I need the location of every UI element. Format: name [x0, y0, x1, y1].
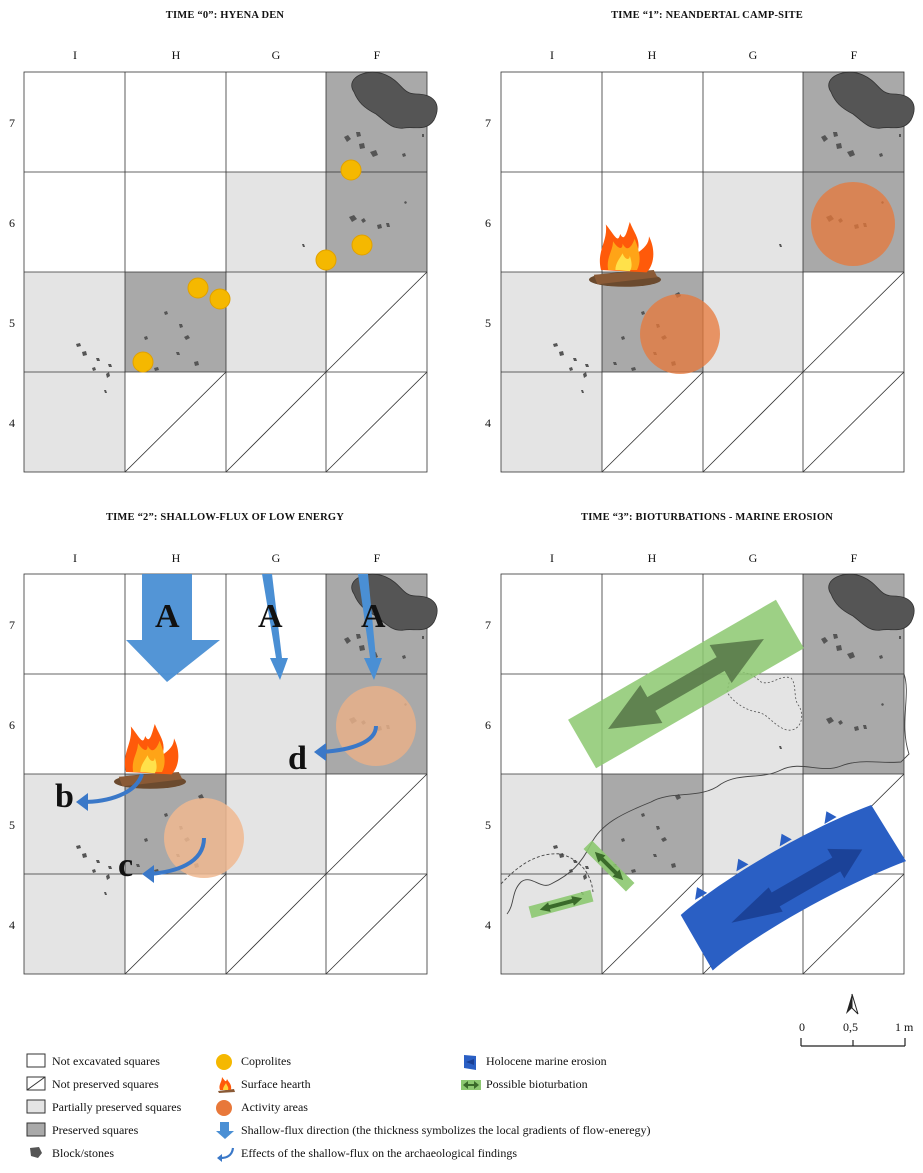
- flux-arrow-small: [358, 574, 382, 680]
- row-label-6: 6: [9, 216, 15, 230]
- legend-label: Activity areas: [241, 1100, 308, 1114]
- row-label-5: 5: [485, 316, 491, 330]
- activity-area: [640, 294, 720, 374]
- legend-label: Possible bioturbation: [486, 1077, 588, 1091]
- flux-label-c: c: [118, 847, 134, 884]
- activity-area-icon: [216, 1100, 232, 1116]
- col-label-g: G: [271, 551, 281, 565]
- marine-erosion-icon: [464, 1055, 476, 1070]
- legend-label: Partially preserved squares: [52, 1100, 182, 1114]
- erosion-outline: [506, 673, 910, 915]
- flux-label-a3: A: [361, 598, 386, 635]
- col-label-f: F: [850, 551, 858, 565]
- flux-label-a1: A: [155, 598, 180, 635]
- col-label-f: F: [850, 48, 858, 62]
- col-label-g: G: [748, 551, 758, 565]
- flux-label-d: d: [288, 740, 307, 777]
- scale-label-1m: 1 m: [895, 1020, 914, 1034]
- col-label-h: H: [647, 48, 657, 62]
- row-label-7: 7: [485, 116, 491, 130]
- col-label-i: I: [73, 48, 77, 62]
- coprolite-icon: [216, 1054, 232, 1070]
- coprolite-group: [132, 159, 373, 373]
- panel-title-time1: TIME “1”: NEANDERTAL CAMP-SITE: [611, 10, 803, 21]
- flux-effect-arrowhead-b: [76, 793, 88, 811]
- flux-label-b: b: [55, 778, 74, 815]
- panel-title-time0: TIME “0”: HYENA DEN: [165, 10, 285, 21]
- grid-time3: [500, 573, 915, 975]
- grid-time0: [23, 71, 438, 473]
- legend-label: Block/stones: [52, 1146, 114, 1160]
- coprolite: [187, 277, 209, 299]
- legend-label: Surface hearth: [241, 1077, 311, 1091]
- panel-title-time2: TIME “2”: SHALLOW-FLUX OF LOW ENERGY: [105, 512, 345, 523]
- flux-arrow-icon: [216, 1122, 234, 1139]
- row-label-5: 5: [485, 818, 491, 832]
- flux-arrow-large: [126, 574, 220, 682]
- flux-effect-arrow-c: [149, 837, 206, 876]
- erosion-outline: [500, 853, 594, 893]
- coprolite: [315, 249, 337, 271]
- grid-time2: [23, 573, 438, 975]
- scale-label-0: 0: [799, 1020, 805, 1034]
- col-label-i: I: [550, 48, 554, 62]
- panel-title-time3: TIME “3”: BIOTURBATIONS - MARINE EROSION: [581, 512, 833, 523]
- bioturbation-band: [583, 840, 635, 892]
- row-label-7: 7: [9, 116, 15, 130]
- activity-area: [811, 182, 895, 266]
- row-label-4: 4: [9, 416, 15, 430]
- row-label-4: 4: [485, 416, 491, 430]
- stone-icon: [30, 1147, 42, 1158]
- col-label-f: F: [373, 48, 381, 62]
- col-label-h: H: [647, 551, 657, 565]
- row-label-6: 6: [485, 216, 491, 230]
- row-label-4: 4: [485, 918, 491, 932]
- col-label-g: G: [271, 48, 281, 62]
- flux-effect-arrowhead-c: [142, 865, 154, 883]
- col-label-i: I: [73, 551, 77, 565]
- flux-label-a2: A: [258, 598, 283, 635]
- row-label-5: 5: [9, 316, 15, 330]
- legend-label: Not excavated squares: [52, 1054, 160, 1068]
- row-label-4: 4: [9, 918, 15, 932]
- fire-icon: [218, 1077, 235, 1093]
- legend-label: Holocene marine erosion: [486, 1054, 607, 1068]
- marine-erosion-band: [680, 805, 906, 971]
- flux-effect-arrowhead-d: [314, 743, 326, 761]
- col-label-f: F: [373, 551, 381, 565]
- row-label-6: 6: [485, 718, 491, 732]
- bioturbation-icon: [461, 1080, 481, 1090]
- row-label-6: 6: [9, 718, 15, 732]
- row-label-7: 7: [9, 618, 15, 632]
- legend-label: Coprolites: [241, 1054, 291, 1068]
- flux-arrow-medium: [262, 574, 288, 680]
- legend-label: Effects of the shallow-flux on the archa…: [241, 1146, 518, 1160]
- col-label-g: G: [748, 48, 758, 62]
- legend-label: Preserved squares: [52, 1123, 139, 1137]
- north-arrow-icon: [846, 993, 859, 1015]
- bioturbation-band: [528, 889, 594, 919]
- coprolite: [351, 234, 373, 256]
- grid-time1: [500, 71, 915, 473]
- row-label-7: 7: [485, 618, 491, 632]
- scale-label-half: 0,5: [843, 1020, 858, 1034]
- coprolite: [209, 288, 231, 310]
- erosion-outline: [726, 671, 803, 731]
- row-label-5: 5: [9, 818, 15, 832]
- curved-arrow-icon: [217, 1147, 235, 1162]
- col-label-h: H: [171, 48, 181, 62]
- flux-effect-arrow-b: [81, 773, 144, 804]
- legend-label: Shallow-flux direction (the thickness sy…: [241, 1123, 651, 1137]
- coprolite: [132, 351, 154, 373]
- scale-bar: [800, 1038, 906, 1047]
- legend-label: Not preserved squares: [52, 1077, 159, 1091]
- coprolite: [340, 159, 362, 181]
- col-label-i: I: [550, 551, 554, 565]
- col-label-h: H: [171, 551, 181, 565]
- bioturbation-band: [568, 599, 804, 769]
- flux-effect-arrow-d: [321, 725, 378, 754]
